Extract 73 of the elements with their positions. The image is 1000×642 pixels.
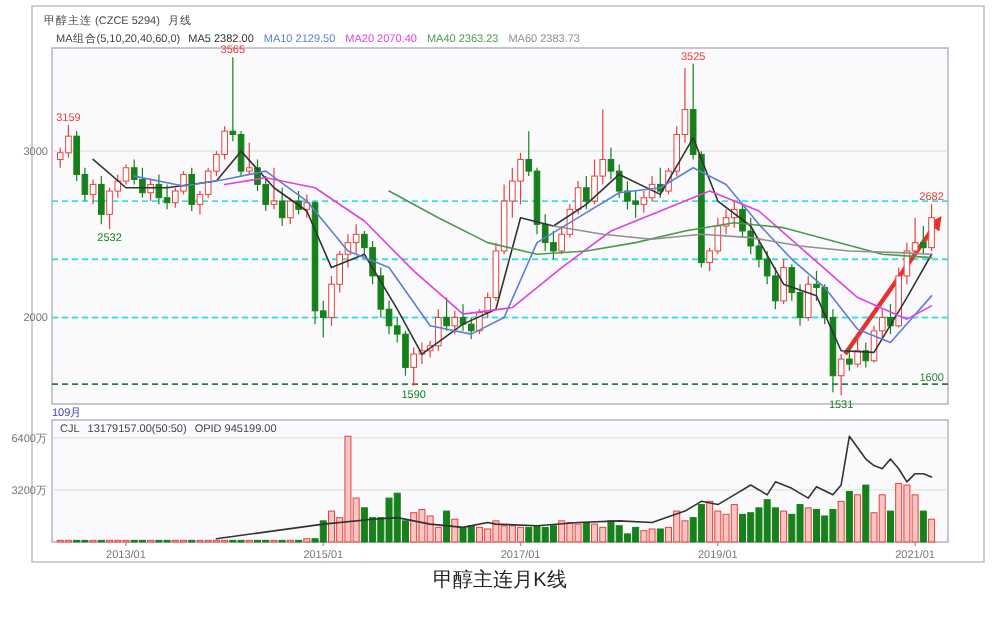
bar — [747, 512, 755, 543]
bar — [418, 508, 426, 543]
bar — [755, 507, 763, 543]
bar — [558, 520, 566, 543]
bar — [730, 504, 738, 543]
bar — [467, 525, 475, 543]
line-series — [215, 435, 933, 540]
bar — [517, 526, 525, 543]
bar — [443, 510, 451, 543]
bar — [812, 508, 820, 543]
bar — [508, 525, 516, 543]
line-series — [552, 225, 933, 256]
candlestick — [352, 223, 360, 255]
bar — [344, 435, 352, 543]
bar — [327, 510, 335, 543]
bar — [763, 499, 771, 543]
bar — [525, 526, 533, 543]
bar — [854, 494, 862, 543]
bar — [640, 530, 648, 543]
text: 甲醇主连月K线 — [433, 568, 567, 592]
bar — [385, 497, 393, 543]
bar — [829, 508, 837, 543]
bar — [837, 500, 845, 543]
bar — [697, 504, 705, 543]
candlestick — [163, 183, 171, 210]
bar — [796, 504, 804, 543]
bar — [928, 518, 936, 543]
bar — [623, 533, 631, 543]
bar — [845, 491, 853, 543]
bar — [500, 525, 508, 543]
candlestick — [89, 178, 97, 205]
bar — [673, 510, 681, 543]
bar — [566, 521, 574, 543]
bar — [582, 521, 590, 543]
bar — [615, 525, 623, 543]
bar — [886, 510, 894, 543]
bar — [591, 523, 599, 543]
bar — [574, 523, 582, 543]
bar — [426, 515, 434, 543]
candlestick — [640, 190, 648, 214]
bar — [706, 500, 714, 543]
bar — [533, 525, 541, 543]
bar — [451, 518, 459, 543]
candlestick — [237, 130, 245, 177]
bar — [410, 512, 418, 543]
bar — [739, 513, 746, 543]
bar — [484, 528, 492, 543]
bar — [903, 484, 911, 543]
candlestick — [533, 167, 541, 235]
bar — [549, 525, 557, 543]
bar — [648, 528, 656, 543]
bar — [393, 492, 401, 543]
bar — [360, 507, 368, 543]
bar — [656, 528, 664, 543]
bar — [862, 484, 870, 543]
bar — [919, 510, 927, 543]
bar — [821, 515, 829, 543]
bar — [541, 526, 549, 543]
bar — [804, 507, 812, 543]
bar — [780, 510, 788, 543]
candlestick — [122, 163, 130, 186]
bar — [895, 482, 903, 543]
candlestick — [837, 353, 845, 397]
bar — [878, 494, 886, 543]
bar — [771, 507, 779, 543]
bar — [632, 526, 640, 543]
bar — [459, 526, 467, 543]
bar — [475, 526, 483, 543]
bar — [607, 520, 615, 543]
candlestick — [270, 167, 278, 210]
bar — [492, 520, 500, 543]
bar — [319, 520, 327, 543]
bar — [599, 526, 607, 543]
